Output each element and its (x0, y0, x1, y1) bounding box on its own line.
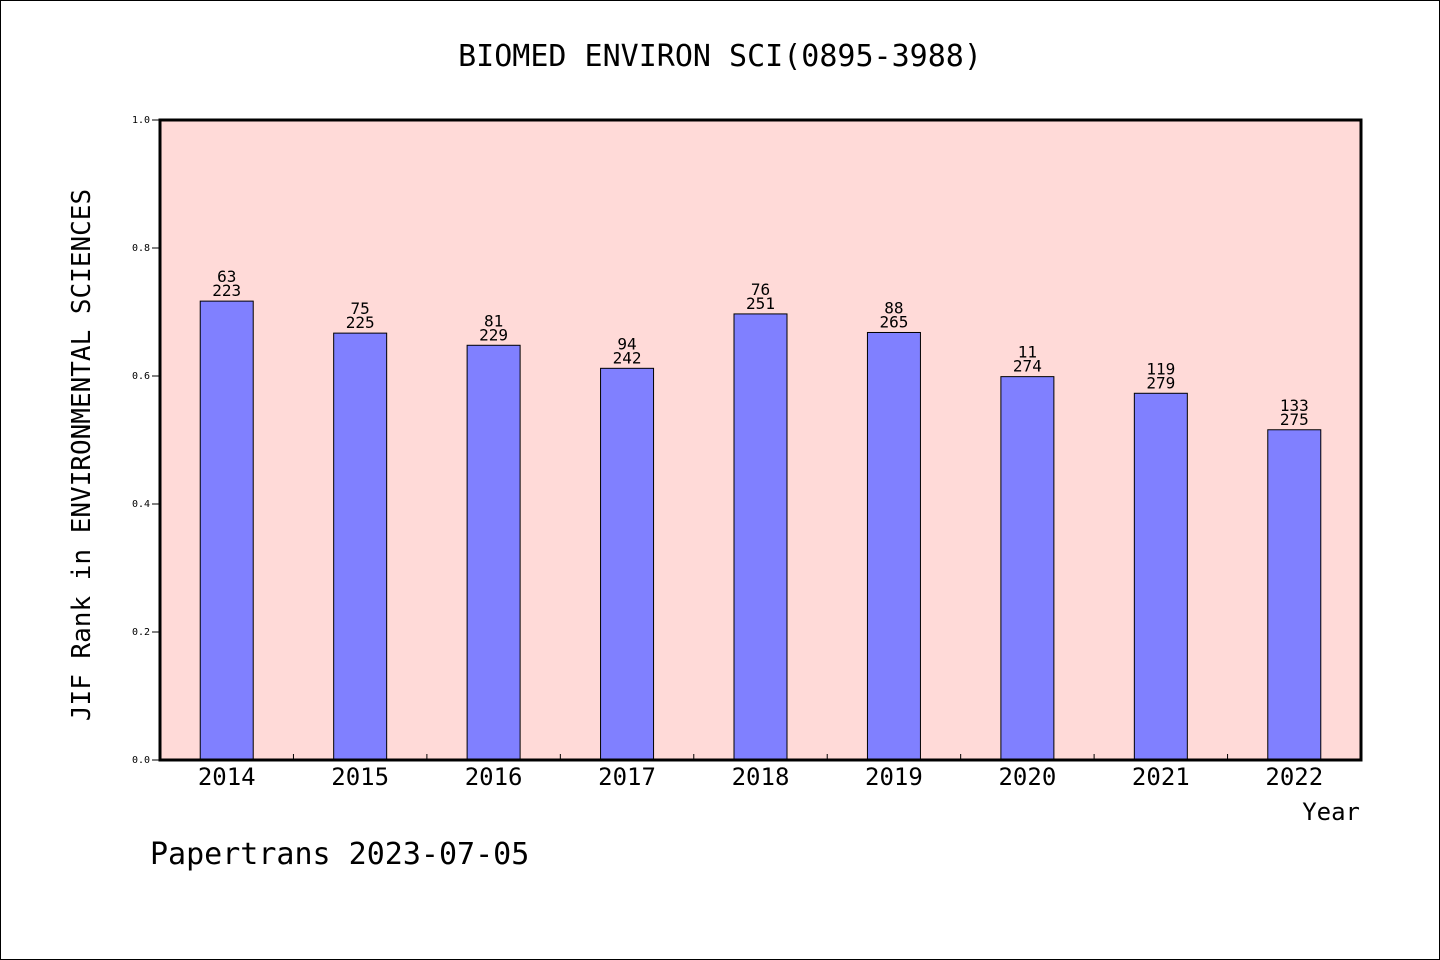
plot-border (158, 118, 1363, 762)
x-tick-label: 2015 (331, 763, 389, 791)
y-tick-label: 0.4 (132, 499, 150, 510)
bar-rank-label: 133 (1280, 396, 1309, 415)
bar-series (199, 300, 1322, 761)
bar-total-label: 223 (212, 281, 241, 300)
y-tick-label: 0.0 (132, 755, 150, 766)
bar-total-label: 225 (346, 313, 375, 332)
x-tick-label: 2021 (1132, 763, 1190, 791)
y-tick-label: 0.8 (132, 243, 150, 254)
bar-2014 (199, 300, 254, 761)
bar-2015 (333, 332, 388, 761)
bar-rank-label: 63 (217, 267, 236, 286)
x-tick-label: 2016 (465, 763, 523, 791)
bar-total-label: 251 (746, 294, 775, 313)
bar-total-label: 265 (879, 312, 908, 331)
x-tick-label: 2014 (198, 763, 256, 791)
bar-rank-label: 76 (751, 280, 770, 299)
bar-rank-label: 94 (617, 334, 636, 353)
bar-rank-label: 11 (1018, 343, 1037, 362)
bar-rank-label: 88 (884, 298, 903, 317)
x-tick-label: 2017 (598, 763, 656, 791)
bar-total-label: 274 (1013, 357, 1042, 376)
bar-rank-label: 75 (351, 299, 370, 318)
x-axis-label: Year (1302, 798, 1360, 826)
chart-title: BIOMED ENVIRON SCI(0895-3988) (458, 39, 982, 74)
bar-total-label: 229 (479, 325, 508, 344)
y-tick-label: 1.0 (132, 115, 150, 126)
bar-2019 (866, 331, 921, 761)
bar-rank-label: 81 (484, 311, 503, 330)
bar-2022 (1267, 429, 1322, 761)
x-tick-label: 2018 (732, 763, 790, 791)
x-tick-label: 2020 (998, 763, 1056, 791)
bar-2017 (600, 367, 655, 761)
bar-2020 (1000, 376, 1055, 761)
bar-2016 (466, 344, 521, 761)
y-axis-label: JIF Rank in ENVIRONMENTAL SCIENCES (67, 189, 97, 721)
bar-total-label: 275 (1280, 410, 1309, 429)
bar-2021 (1133, 392, 1188, 761)
bar-2018 (733, 313, 788, 761)
y-tick-label: 0.6 (132, 371, 150, 382)
x-tick-label: 2022 (1265, 763, 1323, 791)
x-axis-ticks: 2014 2015 2016 2017 2018 2019 2020 2021 2022 (198, 754, 1323, 791)
x-tick-label: 2019 (865, 763, 923, 791)
y-tick-label: 0.2 (132, 627, 150, 638)
bar-total-label: 279 (1146, 373, 1175, 392)
bar-rank-label: 119 (1146, 359, 1175, 378)
bar-total-label: 242 (613, 348, 642, 367)
footer-credit: Papertrans 2023-07-05 (150, 837, 529, 872)
